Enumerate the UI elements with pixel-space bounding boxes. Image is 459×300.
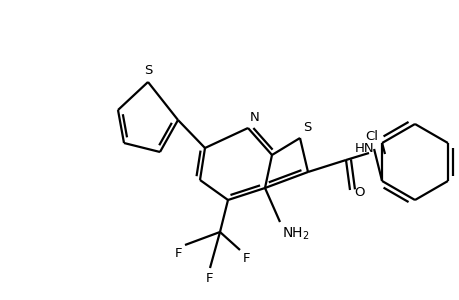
Text: F: F	[206, 272, 213, 285]
Text: O: O	[353, 185, 364, 199]
Text: Cl: Cl	[365, 130, 378, 143]
Text: HN: HN	[354, 142, 374, 154]
Text: F: F	[242, 252, 250, 265]
Text: N: N	[249, 111, 259, 124]
Text: S: S	[302, 121, 311, 134]
Text: NH$_2$: NH$_2$	[281, 226, 309, 242]
Text: F: F	[174, 247, 182, 260]
Text: S: S	[144, 64, 152, 77]
